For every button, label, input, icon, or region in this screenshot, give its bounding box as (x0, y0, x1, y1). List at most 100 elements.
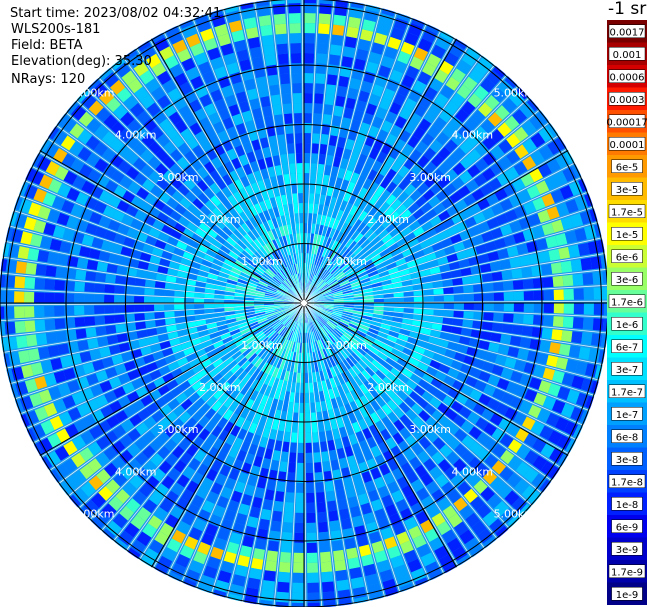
ppi-gate-cell (108, 195, 121, 208)
ppi-gate-cell (124, 313, 135, 322)
ppi-gate-cell (319, 3, 332, 15)
ppi-gate-cell (344, 267, 354, 276)
ppi-gate-cell (381, 142, 393, 155)
ppi-gate-cell (327, 277, 337, 286)
ppi-gate-cell (288, 254, 294, 265)
ppi-gate-cell (91, 237, 104, 249)
ppi-gate-cell (131, 378, 144, 390)
ppi-gate-cell (285, 421, 292, 433)
ppi-gate-cell (0, 306, 5, 320)
ppi-gate-cell (266, 289, 276, 294)
ppi-gate-cell (394, 138, 406, 151)
ppi-gate-cell (355, 386, 364, 398)
ppi-gate-cell (74, 281, 85, 292)
ppi-gate-cell (337, 338, 347, 348)
ppi-gate-cell (338, 188, 346, 200)
ppi-gate-cell (398, 178, 410, 191)
ppi-gate-cell (124, 360, 136, 372)
ppi-gate-cell (291, 382, 296, 393)
ppi-gate-cell (125, 151, 139, 165)
ppi-gate-cell (313, 382, 319, 393)
ppi-gate-cell (214, 290, 225, 295)
ppi-gate-cell (245, 387, 254, 399)
ppi-gate-cell (397, 221, 409, 232)
ppi-gate-cell (236, 282, 247, 288)
ppi-gate-cell (238, 154, 249, 166)
ppi-gate-cell (81, 234, 94, 247)
ppi-gate-cell (542, 367, 556, 381)
ppi-gate-cell (542, 276, 554, 288)
ppi-gate-cell (114, 363, 127, 375)
ppi-gate-cell (473, 403, 486, 416)
ppi-gate-cell (274, 388, 281, 400)
ppi-gate-cell (463, 194, 476, 206)
ppi-gate-cell (151, 86, 166, 101)
ppi-gate-cell (233, 229, 243, 240)
ppi-gate-cell (307, 552, 318, 563)
ppi-gate-cell (233, 437, 243, 450)
ppi-gate-cell (260, 168, 269, 180)
ppi-gate-cell (248, 443, 258, 456)
ppi-gate-cell (350, 0, 365, 9)
ppi-gate-cell (411, 163, 423, 176)
ppi-gate-cell (277, 53, 289, 65)
colorbar-label-box (611, 182, 643, 196)
ppi-gate-cell (464, 398, 478, 410)
ray-separator (100, 302, 305, 532)
ppi-gate-cell (477, 528, 493, 544)
ppi-gate-cell (412, 208, 425, 220)
ppi-gate-cell (429, 397, 442, 409)
ppi-gate-cell (343, 191, 352, 202)
ppi-gate-cell (517, 348, 529, 360)
ppi-gate-cell (294, 522, 304, 533)
ppi-gate-cell (320, 561, 333, 573)
colorbar-tick-label: 3e-5 (616, 185, 639, 196)
ppi-gate-cell (167, 88, 182, 102)
ppi-gate-cell (331, 331, 340, 340)
ppi-gate-cell (288, 203, 294, 215)
ppi-gate-cell (333, 549, 345, 562)
ppi-gate-cell (287, 472, 296, 483)
ppi-gate-cell (344, 445, 354, 457)
ppi-gate-cell (262, 274, 272, 282)
ppi-gate-cell (202, 500, 215, 514)
ppi-gate-cell (118, 256, 130, 266)
ppi-gate-cell (81, 93, 97, 109)
ppi-gate-cell (504, 407, 518, 421)
ppi-gate-cell (257, 236, 266, 247)
ppi-gate-cell (428, 196, 441, 208)
ppi-gate-cell (417, 450, 430, 464)
ppi-gate-cell (305, 402, 310, 413)
ppi-gate-cell (437, 256, 449, 266)
ppi-gate-cell (282, 328, 289, 338)
ppi-gate-cell (491, 203, 504, 216)
ppi-gate-cell (390, 277, 402, 284)
ppi-gate-cell (249, 567, 262, 580)
ppi-gate-cell (218, 271, 229, 279)
ray-separator (303, 302, 533, 507)
ppi-gate-cell (121, 70, 137, 86)
ppi-gate-cell (23, 216, 37, 231)
ppi-gate-cell (380, 392, 391, 403)
ppi-gate-cell (301, 253, 304, 264)
ray-separator (5, 240, 305, 304)
ppi-gate-cell (319, 391, 325, 402)
ray-separator (257, 302, 305, 605)
ppi-gate-cell (473, 479, 488, 495)
ppi-gate-cell (292, 352, 297, 363)
ppi-gate-cell (405, 435, 418, 448)
ppi-gate-cell (371, 254, 382, 263)
ppi-gate-cell (271, 0, 285, 5)
ppi-gate-cell (189, 560, 204, 574)
ppi-gate-cell (406, 260, 418, 268)
ppi-gate-cell (249, 323, 260, 331)
ppi-gate-cell (397, 83, 411, 97)
ppi-gate-cell (134, 313, 145, 321)
ppi-gate-cell (337, 275, 347, 283)
ppi-gate-cell (251, 228, 260, 239)
ppi-gate-cell (409, 220, 421, 231)
ppi-gate-cell (211, 412, 222, 425)
ppi-gate-cell (130, 196, 144, 208)
ppi-gate-cell (522, 138, 537, 154)
